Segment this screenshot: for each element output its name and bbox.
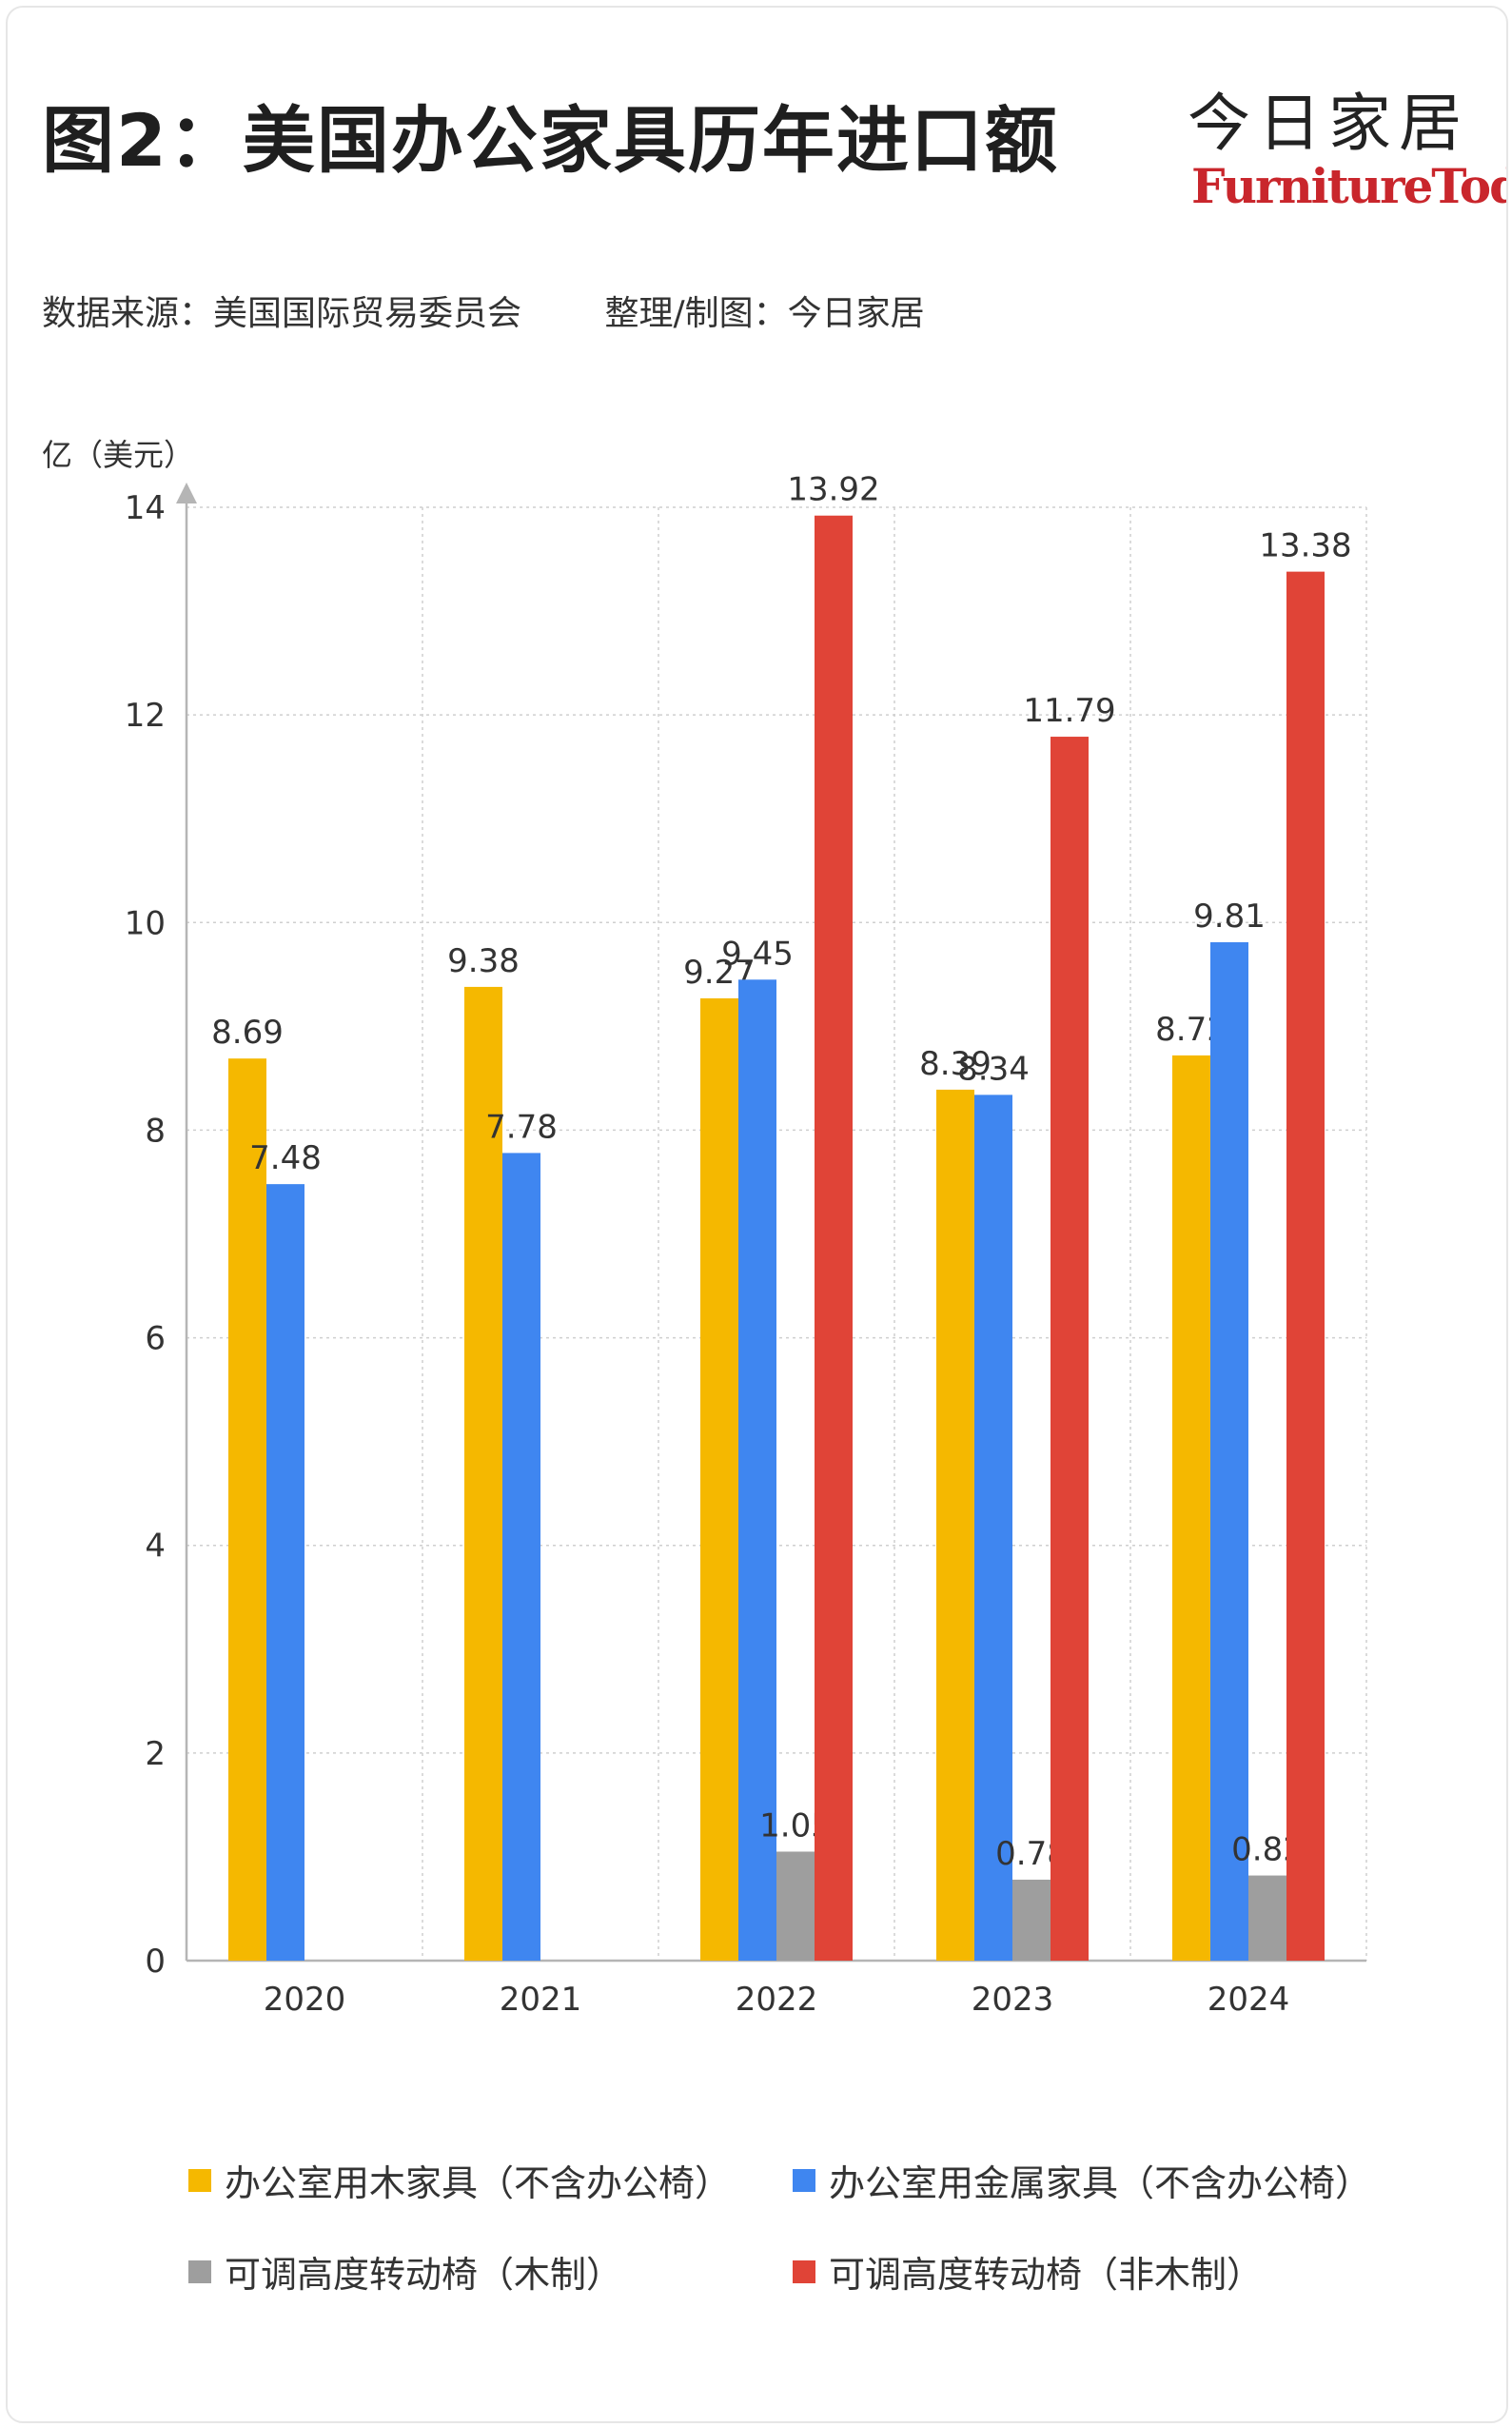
legend-item: 可调高度转动椅（木制） <box>188 2245 622 2298</box>
y-tick-label: 4 <box>145 1528 166 1566</box>
chart-title: 图2：美国办公家具历年进口额 <box>42 98 1059 183</box>
x-tick-label: 2022 <box>736 1981 818 2019</box>
bar <box>1012 1879 1051 1961</box>
bar <box>776 1851 815 1961</box>
legend-swatch <box>188 2259 211 2283</box>
legend-swatch <box>793 2259 815 2283</box>
data-source-text: 数据来源：美国国际贸易委员会 <box>42 294 522 333</box>
data-label: 8.34 <box>957 1050 1030 1088</box>
x-tick-label: 2023 <box>972 1981 1054 2019</box>
bar-chart: 024681012148.697.4820209.387.7820219.279… <box>125 471 1367 2019</box>
bar <box>502 1153 540 1961</box>
legend-swatch <box>793 2168 815 2192</box>
legend-label: 可调高度转动椅（木制） <box>225 2254 623 2296</box>
brand-logo-chinese: 今日家居 <box>1188 87 1469 160</box>
data-label: 7.78 <box>485 1108 558 1146</box>
bar <box>1248 1875 1286 1961</box>
legend-item: 办公室用木家具（不含办公椅） <box>188 2154 731 2206</box>
legend-swatch <box>188 2168 211 2192</box>
legend-label: 办公室用金属家具（不含办公椅） <box>829 2162 1372 2204</box>
y-tick-label: 10 <box>125 904 166 942</box>
y-axis-unit-label: 亿（美元） <box>42 437 195 473</box>
y-tick-label: 12 <box>125 697 166 735</box>
bar <box>1051 737 1089 1961</box>
x-tick-label: 2024 <box>1208 1981 1290 2019</box>
legend-label: 可调高度转动椅（非木制） <box>829 2254 1264 2296</box>
data-label: 13.92 <box>787 471 879 509</box>
data-label: 7.48 <box>249 1139 322 1177</box>
x-tick-label: 2021 <box>500 1981 582 2019</box>
bar <box>266 1184 304 1961</box>
bar <box>815 515 853 1961</box>
bar <box>228 1058 266 1961</box>
legend-item: 可调高度转动椅（非木制） <box>793 2245 1263 2298</box>
data-label: 9.38 <box>447 942 520 980</box>
data-label: 9.81 <box>1193 898 1266 936</box>
brand-logo-english: FurnitureToday <box>1191 158 1506 214</box>
y-tick-label: 14 <box>125 489 166 527</box>
x-tick-label: 2020 <box>264 1981 346 2019</box>
legend-item: 办公室用金属家具（不含办公椅） <box>793 2154 1371 2206</box>
bar <box>700 997 738 1961</box>
data-label: 9.45 <box>721 935 794 973</box>
chart-card: 图2：美国办公家具历年进口额 今日家居 FurnitureToday 数据来源：… <box>6 6 1508 2423</box>
y-tick-label: 8 <box>145 1112 166 1150</box>
data-label: 11.79 <box>1023 692 1115 730</box>
data-label: 13.38 <box>1259 527 1351 565</box>
bar <box>1286 571 1325 1961</box>
bar <box>936 1089 974 1961</box>
y-tick-label: 2 <box>145 1735 166 1773</box>
bar <box>1172 1055 1210 1961</box>
bar <box>738 979 776 1961</box>
y-tick-label: 6 <box>145 1320 166 1358</box>
bar <box>1210 942 1248 1961</box>
legend-label: 办公室用木家具（不含办公椅） <box>225 2162 732 2204</box>
source-line: 数据来源：美国国际贸易委员会 整理/制图：今日家居 <box>42 286 925 335</box>
bar <box>464 986 502 1961</box>
data-label: 8.69 <box>211 1014 284 1052</box>
y-tick-label: 0 <box>145 1943 166 1981</box>
bar <box>974 1095 1012 1961</box>
data-label: 8.39 <box>919 1045 992 1083</box>
y-axis-arrow <box>176 483 197 503</box>
credit-text: 整理/制图：今日家居 <box>604 294 925 333</box>
